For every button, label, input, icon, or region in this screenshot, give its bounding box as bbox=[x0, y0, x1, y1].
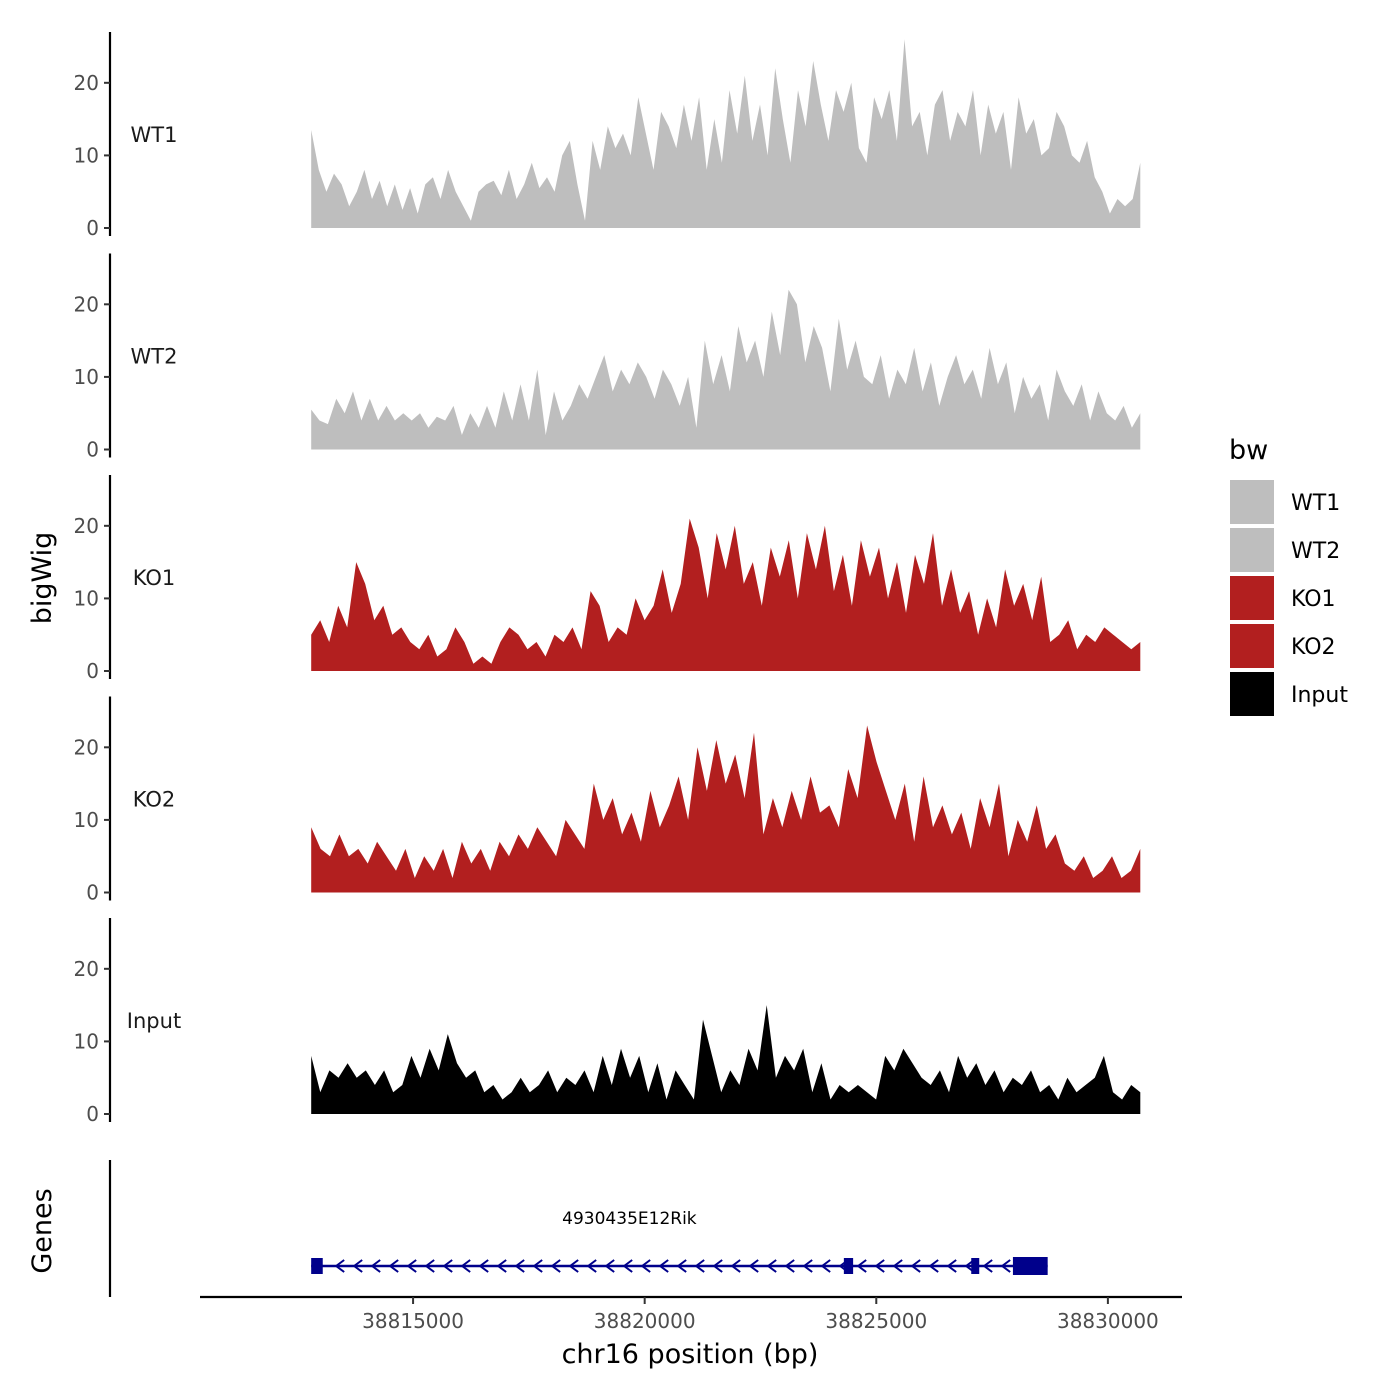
y-tick-label: 10 bbox=[74, 143, 99, 167]
strand-arrow bbox=[406, 1259, 417, 1273]
strand-arrow bbox=[388, 1259, 399, 1273]
track-KO1: 0 10 20 KO1 bbox=[74, 475, 1141, 683]
gene-track: 4930435E12Rik bbox=[108, 1160, 1048, 1297]
x-axis-title: chr16 position (bp) bbox=[562, 1339, 819, 1370]
strand-arrow bbox=[712, 1259, 723, 1273]
strand-arrow bbox=[856, 1259, 867, 1273]
strand-arrow bbox=[550, 1259, 561, 1273]
strand-arrow bbox=[982, 1259, 993, 1273]
track-KO2: 0 10 20 KO2 bbox=[74, 696, 1141, 905]
x-tick-label: 38815000 bbox=[362, 1309, 464, 1333]
legend-key-WT2 bbox=[1230, 528, 1274, 572]
strand-arrow bbox=[874, 1259, 885, 1273]
legend-label: Input bbox=[1291, 683, 1348, 708]
exon bbox=[311, 1258, 323, 1274]
area-WT2 bbox=[311, 289, 1141, 450]
track-label: WT2 bbox=[131, 345, 178, 369]
strand-arrow bbox=[784, 1259, 795, 1273]
legend-key-KO1 bbox=[1230, 576, 1274, 620]
area-Input bbox=[311, 1005, 1141, 1114]
y-tick-label: 10 bbox=[74, 1029, 99, 1053]
strand-arrow bbox=[568, 1259, 579, 1273]
exon bbox=[1012, 1257, 1048, 1275]
y-tick-label: 10 bbox=[74, 365, 99, 389]
strand-arrow bbox=[496, 1259, 507, 1273]
strand-arrow bbox=[370, 1259, 381, 1273]
y-tick-label: 20 bbox=[74, 735, 99, 759]
area-KO2 bbox=[311, 725, 1141, 893]
strand-arrow bbox=[748, 1259, 759, 1273]
strand-arrow bbox=[352, 1259, 363, 1273]
y-tick-label: 0 bbox=[86, 1102, 99, 1126]
y-tick-label: 20 bbox=[74, 957, 99, 981]
x-axis: 38815000 38820000 38825000 38830000 bbox=[200, 1295, 1182, 1333]
strand-arrow bbox=[622, 1259, 633, 1273]
track-label: KO2 bbox=[133, 788, 176, 812]
y-tick-label: 20 bbox=[74, 514, 99, 538]
strand-arrow bbox=[478, 1259, 489, 1273]
track-label: Input bbox=[127, 1009, 181, 1033]
strand-arrow bbox=[694, 1259, 705, 1273]
exon bbox=[971, 1258, 980, 1274]
legend-label: WT1 bbox=[1291, 491, 1340, 516]
strand-arrow bbox=[640, 1259, 651, 1273]
y-tick-label: 10 bbox=[74, 808, 99, 832]
strand-arrow bbox=[532, 1259, 543, 1273]
x-tick-label: 38825000 bbox=[825, 1309, 927, 1333]
track-WT1: 0 10 20 WT1 bbox=[74, 32, 1141, 240]
strand-arrow bbox=[802, 1259, 813, 1273]
strand-arrow bbox=[1000, 1259, 1011, 1273]
area-WT1 bbox=[311, 39, 1141, 228]
legend-title: bw bbox=[1229, 435, 1268, 466]
legend: bw WT1 WT2 KO1 KO2 Input bbox=[1229, 435, 1348, 716]
strand-arrow bbox=[586, 1259, 597, 1273]
signal-tracks: 0 10 20 WT1 0 10 20 WT2 0 10 20 KO1 0 10 20 KO2 0 10 20 Inp… bbox=[74, 32, 1141, 1126]
track-WT2: 0 10 20 WT2 bbox=[74, 253, 1141, 462]
track-Input: 0 10 20 Input bbox=[74, 918, 1141, 1126]
gene-label: 4930435E12Rik bbox=[562, 1209, 697, 1229]
legend-key-WT1 bbox=[1230, 480, 1274, 524]
x-tick-label: 38820000 bbox=[594, 1309, 696, 1333]
x-tick-label: 38830000 bbox=[1057, 1309, 1159, 1333]
strand-arrow bbox=[460, 1259, 471, 1273]
y-tick-label: 0 bbox=[86, 659, 99, 683]
strand-arrow bbox=[424, 1259, 435, 1273]
legend-key-KO2 bbox=[1230, 624, 1274, 668]
y-tick-label: 20 bbox=[74, 71, 99, 95]
gene-axis-title: Genes bbox=[27, 1188, 58, 1273]
track-label: KO1 bbox=[133, 566, 176, 590]
y-tick-label: 0 bbox=[86, 438, 99, 462]
track-label: WT1 bbox=[131, 123, 178, 147]
strand-arrow bbox=[676, 1259, 687, 1273]
strand-arrow bbox=[442, 1259, 453, 1273]
y-tick-label: 20 bbox=[74, 292, 99, 316]
legend-label: KO2 bbox=[1291, 635, 1336, 660]
y-axis-title: bigWig bbox=[27, 532, 58, 625]
strand-arrow bbox=[514, 1259, 525, 1273]
y-tick-label: 10 bbox=[74, 586, 99, 610]
y-tick-label: 0 bbox=[86, 881, 99, 905]
y-tick-label: 0 bbox=[86, 216, 99, 240]
strand-arrow bbox=[658, 1259, 669, 1273]
strand-arrow bbox=[766, 1259, 777, 1273]
legend-key-Input bbox=[1230, 672, 1274, 716]
strand-arrow bbox=[946, 1259, 957, 1273]
area-KO1 bbox=[311, 518, 1141, 671]
strand-arrow bbox=[334, 1259, 345, 1273]
strand-arrow bbox=[604, 1259, 615, 1273]
strand-arrow bbox=[892, 1259, 903, 1273]
exon bbox=[843, 1258, 854, 1274]
strand-arrow bbox=[910, 1259, 921, 1273]
legend-label: KO1 bbox=[1291, 587, 1336, 612]
strand-arrow bbox=[730, 1259, 741, 1273]
strand-arrow bbox=[928, 1259, 939, 1273]
strand-arrow bbox=[820, 1259, 831, 1273]
legend-label: WT2 bbox=[1291, 539, 1340, 564]
